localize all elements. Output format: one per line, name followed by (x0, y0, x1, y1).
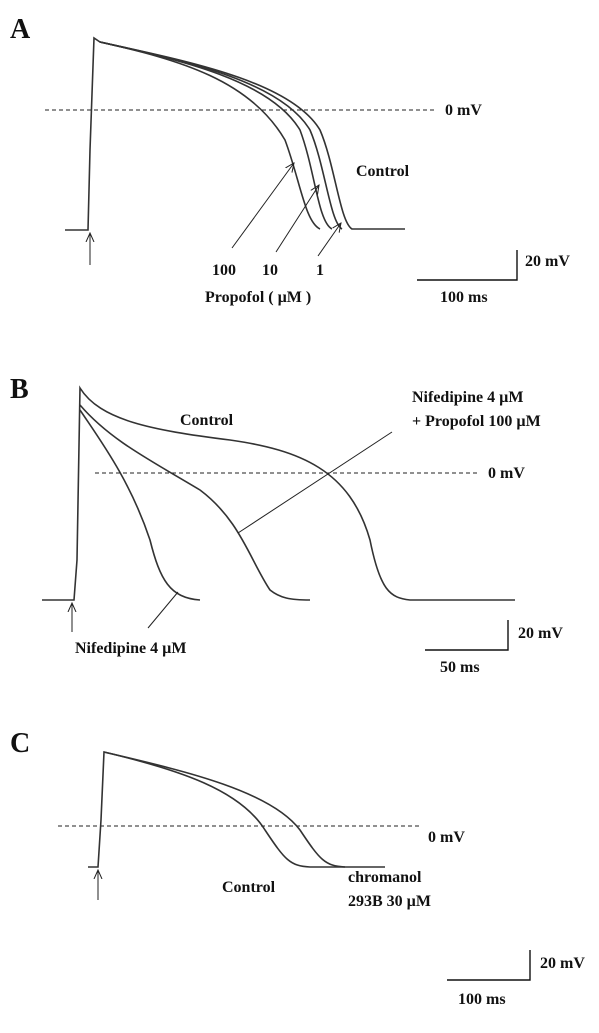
drug-label: Propofol ( µM ) (205, 289, 311, 306)
trace (99, 41, 333, 230)
zero-label: 0 mV (428, 829, 465, 846)
trace (65, 36, 405, 231)
scale-v: 20 mV (525, 253, 570, 270)
conc-label: 100 (212, 262, 236, 279)
combo-label: Nifedipine 4 µM (412, 389, 523, 406)
zero-label: 0 mV (488, 465, 525, 482)
curve-label: Control (356, 163, 410, 180)
trace (99, 41, 343, 230)
panel-a: A 0 mV Control 100 10 1 Propofol ( µM ) … (10, 14, 570, 306)
zero-label: 0 mV (445, 102, 482, 119)
curve-label: Control (180, 412, 234, 429)
combo-label: + Propofol 100 µM (412, 413, 541, 430)
panel-letter: B (10, 374, 29, 405)
trace (103, 751, 346, 868)
panel-letter: C (10, 728, 30, 759)
drug-label: chromanol (348, 869, 422, 886)
arrow (317, 223, 341, 257)
arrow (231, 163, 294, 249)
conc-label: 10 (262, 262, 278, 279)
panel-b: B 0 mV Control Nifedipine 4 µM + Propofo… (10, 374, 563, 676)
scale-t: 100 ms (458, 991, 506, 1008)
leader (237, 431, 393, 534)
panel-c: C 0 mV Control chromanol 293B 30 µM 20 m… (10, 728, 585, 1008)
scale-v: 20 mV (540, 955, 585, 972)
trace (79, 404, 311, 601)
scale-t: 50 ms (440, 659, 480, 676)
scale-bar (425, 620, 509, 651)
scale-bar (447, 950, 531, 981)
panel-letter: A (10, 14, 31, 45)
trace (79, 409, 201, 601)
scale-bar (417, 250, 518, 281)
curve-label: Control (222, 879, 276, 896)
arrow (275, 185, 319, 253)
scale-v: 20 mV (518, 625, 563, 642)
conc-label: 1 (316, 262, 324, 279)
scale-t: 100 ms (440, 289, 488, 306)
drug-label: Nifedipine 4 µM (75, 640, 186, 657)
trace (88, 750, 385, 868)
leader (147, 591, 179, 629)
trace (42, 385, 515, 601)
drug-label: 293B 30 µM (348, 893, 431, 910)
trace (99, 41, 321, 230)
